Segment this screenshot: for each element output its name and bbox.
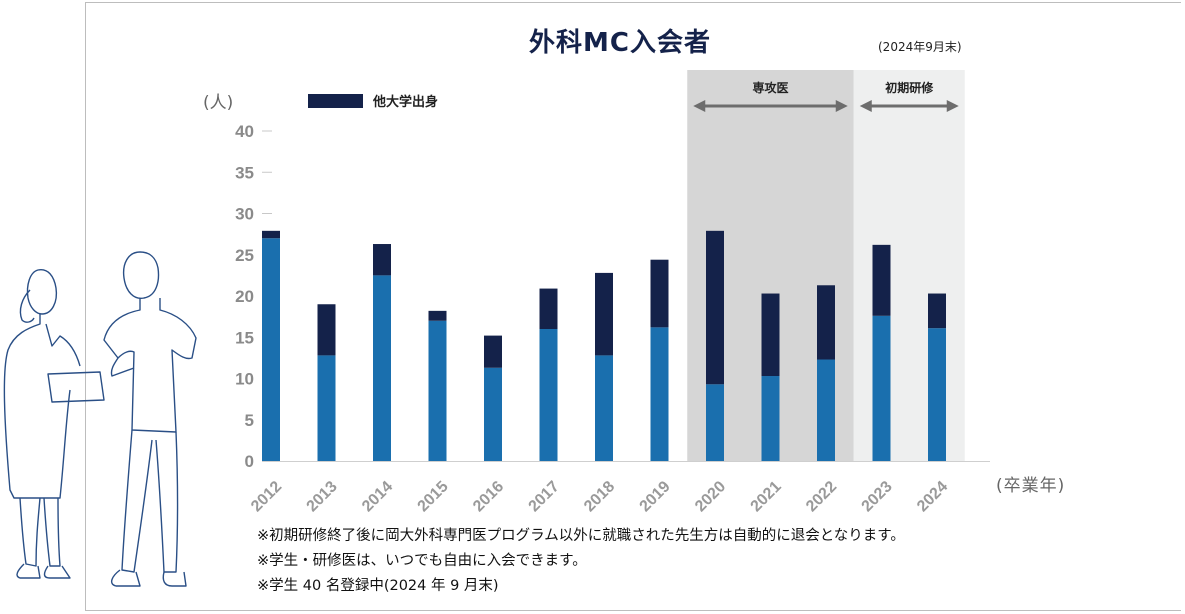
y-tick-label: 10 (235, 370, 254, 389)
as-of-date: (2024年9月末) (878, 40, 962, 54)
bar-segment-primary (872, 315, 891, 461)
x-tick-label: 2013 (303, 478, 340, 515)
legend-label: 他大学出身 (373, 95, 439, 110)
bar-segment-other-university (317, 304, 336, 356)
y-tick-label: 0 (245, 452, 254, 471)
bar-segment-other-university (706, 230, 724, 385)
bar-segment-primary (761, 376, 780, 461)
region-arrowhead-left (859, 100, 872, 112)
bar-segment-primary (817, 359, 835, 461)
x-tick-label: 2023 (858, 478, 895, 515)
legend: 他大学出身 (308, 91, 438, 110)
bar-segment-other-university (650, 259, 669, 328)
bar-segment-other-university (484, 335, 502, 368)
y-axis-unit: (人) (203, 93, 234, 113)
bar-segment-other-university (539, 288, 558, 329)
x-tick-label: 2020 (692, 478, 729, 515)
x-tick-label: 2012 (248, 478, 285, 515)
y-tick-label: 40 (235, 122, 254, 141)
x-tick-label: 2018 (581, 478, 618, 515)
footnote: ※初期研修終了後に岡大外科専門医プログラム以外に就職された先生方は自動的に退会と… (257, 528, 905, 544)
footnote: ※学生・研修医は、いつでも自由に入会できます。 (257, 553, 587, 569)
bar-segment-other-university (595, 272, 613, 356)
bar-segment-primary (317, 355, 336, 461)
bar-segment-primary (373, 275, 391, 461)
bar-segment-primary (650, 327, 669, 461)
region-band (853, 70, 965, 461)
bar-segment-other-university (428, 310, 447, 321)
x-tick-label: 2019 (636, 478, 673, 515)
y-tick-label: 35 (235, 163, 254, 182)
bar-segment-other-university (761, 293, 780, 377)
x-tick-label: 2021 (747, 478, 784, 515)
bar-segment-primary (428, 320, 447, 461)
region-label: 専攻医 (752, 80, 788, 95)
bar-segment-other-university (817, 285, 835, 360)
chart-title: 外科MC入会者 (529, 28, 711, 58)
footnote: ※学生 40 名登録中(2024 年 9 月末) (257, 578, 499, 594)
bar-segment-primary (484, 367, 502, 461)
x-tick-label: 2014 (359, 478, 396, 515)
y-tick-label: 25 (235, 246, 254, 265)
x-tick-label: 2017 (525, 478, 562, 515)
footnotes: ※初期研修終了後に岡大外科専門医プログラム以外に就職された先生方は自動的に退会と… (257, 524, 905, 599)
bar-segment-other-university (262, 230, 280, 239)
region-arrowhead-right (946, 100, 959, 112)
x-axis-unit: (卒業年) (996, 476, 1066, 496)
y-tick-label: 30 (235, 205, 254, 224)
legend-swatch (308, 93, 363, 108)
bar-segment-primary (706, 384, 724, 461)
x-tick-label: 2022 (803, 478, 840, 515)
y-tick-label: 5 (245, 411, 254, 430)
bar-segment-primary (539, 329, 558, 461)
bar-segment-primary (928, 328, 946, 461)
x-tick-label: 2024 (914, 478, 951, 515)
region-arrowhead-right (835, 100, 848, 112)
bar-segment-other-university (872, 244, 891, 316)
doctors-illustration (3, 251, 197, 587)
bar-segment-primary (595, 355, 613, 461)
y-tick-label: 20 (235, 287, 254, 306)
y-tick-label: 15 (235, 328, 254, 347)
bar-segment-other-university (373, 244, 391, 276)
x-tick-label: 2016 (470, 478, 507, 515)
x-tick-label: 2015 (414, 478, 451, 515)
bar-segment-other-university (928, 293, 946, 329)
region-arrowhead-left (693, 100, 706, 112)
region-label: 初期研修 (885, 80, 934, 95)
bar-segment-primary (262, 238, 280, 461)
chart-frame (85, 2, 1181, 611)
